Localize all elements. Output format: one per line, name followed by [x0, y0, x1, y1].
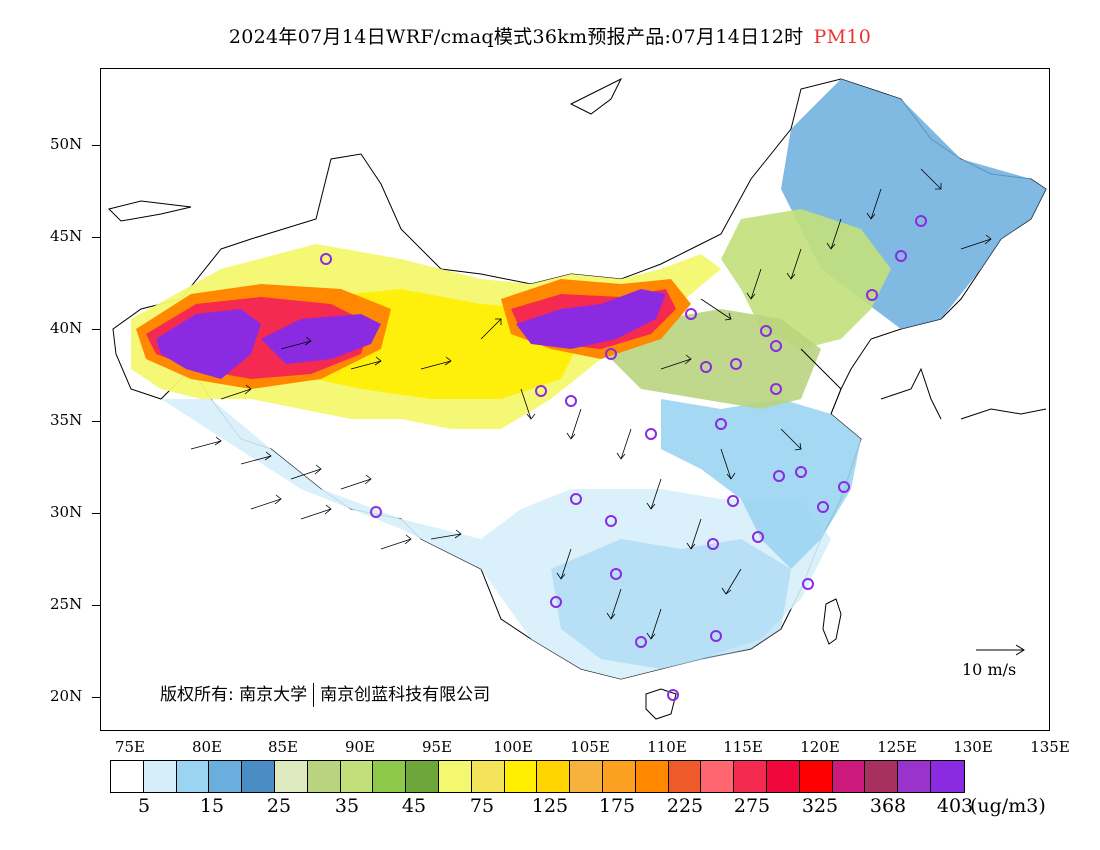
x-label-125e: 125E: [877, 738, 917, 756]
colorbar-cell: [340, 761, 374, 792]
colorbar-cell: [274, 761, 308, 792]
coastline-korea-japan: [800, 348, 1047, 420]
colorbar: [110, 760, 965, 793]
x-label-105e: 105E: [570, 738, 610, 756]
region-purple-tarim: [261, 314, 381, 364]
y-tick: [92, 513, 100, 514]
hainan-outline: [645, 688, 677, 720]
colorbar-cell: [111, 761, 144, 792]
y-label-45n: 45N: [50, 227, 83, 245]
colorbar-cell: [898, 761, 931, 792]
colorbar-label: 325: [801, 795, 839, 817]
colorbar-label: 275: [733, 795, 771, 817]
y-tick: [92, 421, 100, 422]
region-blue-east: [661, 399, 861, 569]
colorbar-cell: [930, 761, 964, 792]
colorbar-label: 368: [869, 795, 907, 817]
x-label-85e: 85E: [267, 738, 299, 756]
colorbar-label: 45: [401, 795, 427, 817]
colorbar-label: 225: [666, 795, 704, 817]
colorbar-cell: [537, 761, 571, 792]
colorbar-label: 175: [598, 795, 636, 817]
y-tick: [92, 237, 100, 238]
title-text: 2024年07月14日WRF/cmaq模式36km预报产品:07月14日12时: [228, 26, 804, 48]
colorbar-cell: [734, 761, 767, 792]
colorbar-cell: [373, 761, 407, 792]
copyright-org1: 南京大学: [239, 685, 308, 705]
colorbar-label: 5: [137, 795, 151, 817]
map-title: 2024年07月14日WRF/cmaq模式36km预报产品:07月14日12时 P…: [0, 22, 1100, 49]
lake-outline: [108, 77, 623, 222]
y-label-30n: 30N: [50, 503, 83, 521]
x-label-80e: 80E: [191, 738, 223, 756]
region-green-northeast: [721, 209, 891, 349]
x-label-135e: 135E: [1030, 738, 1070, 756]
reference-vector-label: 10 m/s: [962, 660, 1017, 679]
copyright-org2: 南京创蓝科技有限公司: [320, 685, 491, 705]
colorbar-cell: [602, 761, 636, 792]
x-label-110e: 110E: [647, 738, 687, 756]
colorbar-cell: [865, 761, 899, 792]
colorbar-label: 403: [936, 795, 974, 817]
colorbar-cell: [176, 761, 210, 792]
x-label-130e: 130E: [953, 738, 993, 756]
colorbar-cell: [701, 761, 735, 792]
colorbar-label: 35: [334, 795, 360, 817]
copyright-text: 版权所有: 南京大学 南京创蓝科技有限公司: [160, 680, 490, 707]
colorbar-cell: [635, 761, 669, 792]
x-label-75e: 75E: [114, 738, 146, 756]
copyright-prefix: 版权所有:: [160, 685, 234, 705]
colorbar-cell: [766, 761, 800, 792]
colorbar-cell: [668, 761, 702, 792]
colorbar-cell: [799, 761, 833, 792]
region-purple-taklimakan: [156, 309, 261, 379]
x-label-90e: 90E: [344, 738, 376, 756]
city-markers: [320, 215, 927, 701]
colorbar-label: 15: [199, 795, 225, 817]
colorbar-cell: [504, 761, 538, 792]
x-label-95e: 95E: [421, 738, 453, 756]
y-label-25n: 25N: [50, 595, 83, 613]
x-label-100e: 100E: [493, 738, 533, 756]
y-tick: [92, 697, 100, 698]
colorbar-cell: [209, 761, 243, 792]
colorbar-label: 25: [266, 795, 292, 817]
colorbar-label: 125: [531, 795, 569, 817]
x-label-115e: 115E: [723, 738, 763, 756]
colorbar-cell: [406, 761, 439, 792]
y-label-20n: 20N: [50, 687, 83, 705]
colorbar-unit: (ug/m3): [970, 795, 1046, 817]
colorbar-cell: [307, 761, 341, 792]
colorbar-label: 75: [469, 795, 495, 817]
y-label-40n: 40N: [50, 319, 83, 337]
colorbar-cell: [143, 761, 177, 792]
x-label-120e: 120E: [800, 738, 840, 756]
y-label-35n: 35N: [50, 411, 83, 429]
y-tick: [92, 605, 100, 606]
colorbar-cell: [242, 761, 275, 792]
copyright-divider: [313, 683, 315, 707]
wind-vectors: [190, 168, 992, 640]
colorbar-cell: [570, 761, 603, 792]
colorbar-cell: [471, 761, 505, 792]
taiwan-outline: [822, 598, 842, 645]
title-variable: PM10: [813, 26, 872, 48]
y-label-50n: 50N: [50, 135, 83, 153]
y-tick: [92, 329, 100, 330]
colorbar-cell: [832, 761, 866, 792]
reference-vector-arrow: [976, 644, 1025, 656]
colorbar-cell: [438, 761, 472, 792]
region-purple-gobi: [516, 289, 666, 349]
map-panel: [100, 68, 1050, 731]
pollution-map: [108, 77, 1047, 720]
y-tick: [92, 145, 100, 146]
